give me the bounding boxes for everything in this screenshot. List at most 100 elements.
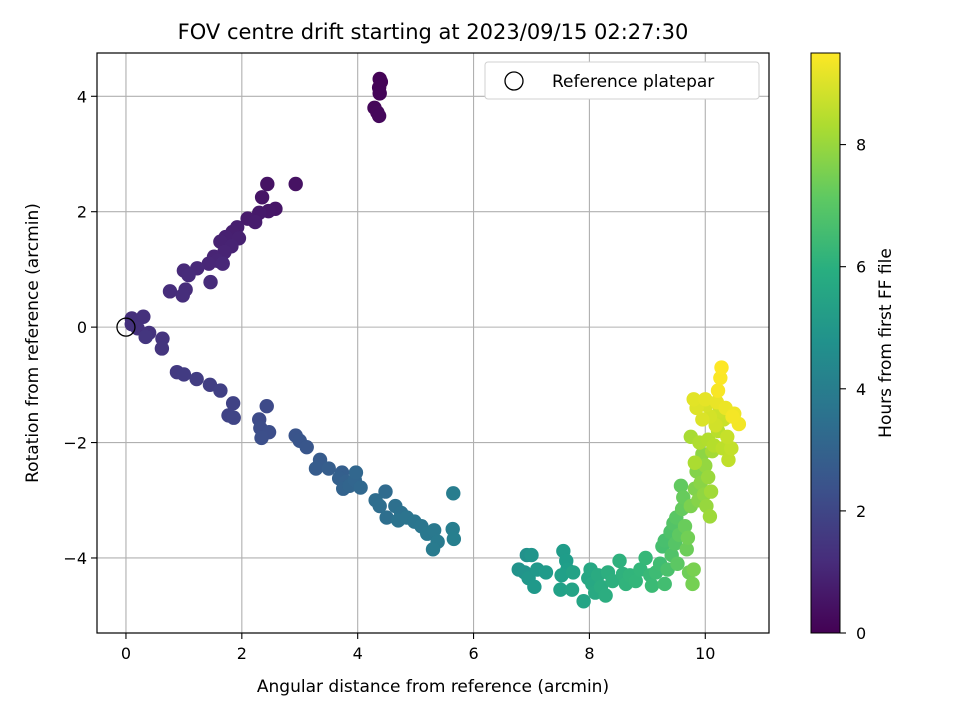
scatter-point xyxy=(254,190,270,205)
scatter-point xyxy=(644,578,660,593)
scatter-point xyxy=(215,256,230,271)
scatter-point xyxy=(254,430,269,446)
scatter-point xyxy=(348,465,364,480)
scatter-point xyxy=(553,582,568,597)
reference-marker-layer xyxy=(116,317,136,337)
scatter-point xyxy=(714,360,729,375)
scatter-point xyxy=(564,582,580,597)
scatter-point xyxy=(426,523,442,538)
scatter-point xyxy=(353,480,368,495)
scatter-point xyxy=(673,478,689,494)
scatter-point xyxy=(686,392,701,407)
scatter-point xyxy=(288,176,303,192)
scatter-point xyxy=(425,542,441,557)
y-tick-label: −4 xyxy=(63,549,87,568)
scatter-point xyxy=(677,519,693,534)
legend: Reference platepar xyxy=(484,61,760,100)
grid-lines xyxy=(97,53,769,633)
scatter-point xyxy=(378,484,393,499)
scatter-point xyxy=(189,371,204,387)
scatter-point xyxy=(725,409,740,424)
scatter-point xyxy=(213,383,228,398)
x-tick-label: 8 xyxy=(584,644,594,663)
scatter-point xyxy=(657,576,672,592)
scatter-point xyxy=(260,176,275,192)
scatter-point xyxy=(372,86,387,101)
scatter-point xyxy=(299,439,314,455)
scatter-point xyxy=(685,576,700,592)
legend-marker-icon xyxy=(504,71,524,91)
scatter-point xyxy=(201,256,217,271)
x-tick-label: 2 xyxy=(237,644,247,663)
colorbar-label: Hours from first FF file xyxy=(876,248,896,438)
x-axis-ticks: 0 2 4 6 8 10 xyxy=(121,633,715,663)
scatter-point xyxy=(724,441,739,456)
scatter-point xyxy=(686,562,701,577)
scatter-point xyxy=(698,392,713,407)
scatter-point xyxy=(576,594,591,609)
scatter-point xyxy=(372,498,387,514)
scatter-point xyxy=(679,542,694,557)
y-tick-label: 4 xyxy=(77,87,87,106)
scatter-point xyxy=(700,469,716,485)
scatter-point xyxy=(138,329,153,345)
colorbar-ticks: 0 2 4 6 8 xyxy=(840,136,866,643)
scatter-point xyxy=(680,530,696,545)
scatter-point xyxy=(605,573,620,589)
scatter-point xyxy=(612,553,627,569)
scatter-point xyxy=(162,284,178,299)
scatter-point xyxy=(226,410,241,425)
scatter-point xyxy=(176,367,192,382)
colorbar: 0 2 4 6 8 Hours from first FF file xyxy=(810,52,896,643)
scatter-point xyxy=(247,214,263,230)
y-tick-label: 0 xyxy=(77,318,87,337)
y-axis-ticks: −4 −2 0 2 4 xyxy=(63,87,97,568)
scatter-point xyxy=(702,509,718,524)
x-tick-label: 4 xyxy=(353,644,363,663)
x-tick-label: 0 xyxy=(121,644,131,663)
scatter-point xyxy=(308,461,324,476)
x-axis-label: Angular distance from reference (arcmin) xyxy=(257,677,609,697)
colorbar-tick-label: 8 xyxy=(856,136,866,155)
colorbar-tick-label: 4 xyxy=(856,380,866,399)
scatter-point xyxy=(628,573,643,589)
scatter-point xyxy=(321,461,336,476)
scatter-point xyxy=(695,412,710,427)
scatter-point xyxy=(136,309,151,324)
x-tick-label: 10 xyxy=(695,644,715,663)
colorbar-tick-label: 0 xyxy=(856,624,866,643)
scatter-point xyxy=(710,383,726,398)
scatter-point xyxy=(371,108,387,124)
reference-platepar-marker xyxy=(116,317,136,337)
y-tick-label: 2 xyxy=(77,203,87,222)
x-tick-label: 6 xyxy=(468,644,478,663)
scatter-point xyxy=(598,588,613,603)
plot-frame xyxy=(96,52,770,634)
scatter-point xyxy=(154,341,170,356)
colorbar-gradient xyxy=(810,52,841,634)
scatter-point xyxy=(554,568,569,583)
scatter-point xyxy=(181,267,196,283)
colorbar-tick-label: 2 xyxy=(856,502,866,521)
chart-title: FOV centre drift starting at 2023/09/15 … xyxy=(178,20,689,44)
scatter-point xyxy=(703,484,719,499)
scatter-point xyxy=(713,370,728,386)
y-axis-label: Rotation from reference (arcmin) xyxy=(23,203,43,483)
scatter-point xyxy=(446,531,462,547)
legend-box xyxy=(484,61,760,100)
scatter-point xyxy=(175,288,190,303)
data-points xyxy=(124,71,747,609)
scatter-point xyxy=(527,579,542,595)
y-tick-label: −2 xyxy=(63,434,87,453)
scatter-point xyxy=(538,565,554,580)
scatter-point xyxy=(721,452,736,468)
colorbar-tick-label: 6 xyxy=(856,258,866,277)
scatter-point xyxy=(638,550,653,566)
scatter-point xyxy=(524,547,539,563)
scatter-point xyxy=(565,565,581,580)
scatter-point xyxy=(379,510,394,525)
scatter-point xyxy=(203,274,218,290)
scatter-point xyxy=(720,429,735,444)
scatter-point xyxy=(446,486,461,501)
